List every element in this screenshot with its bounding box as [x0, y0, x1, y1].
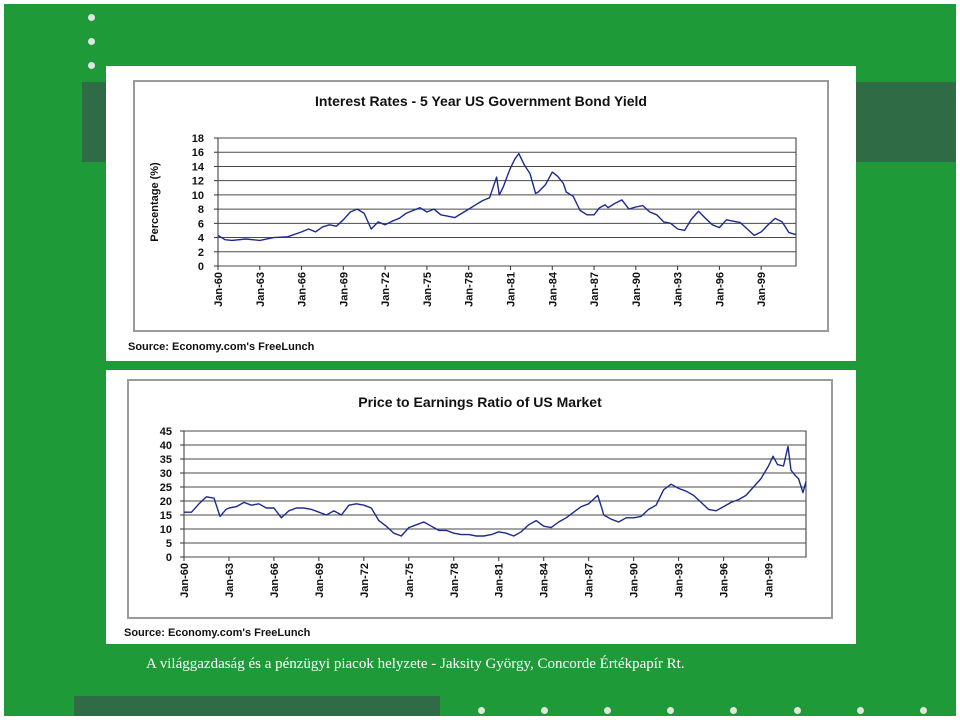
decor-dot — [541, 707, 548, 714]
chart-source-note: Source: Economy.com's FreeLunch — [128, 341, 315, 353]
interest-rate-chart: Interest Rates - 5 Year US Government Bo… — [106, 66, 856, 361]
y-tick-label: 18 — [192, 133, 204, 145]
y-tick-label: 45 — [160, 426, 172, 438]
y-tick-label: 2 — [198, 247, 204, 259]
x-tick-label: Jan-99 — [756, 272, 768, 307]
y-tick-label: 0 — [166, 552, 172, 564]
x-tick-label: Jan-75 — [404, 563, 416, 598]
footer-caption: A világgazdaság és a pénzügyi piacok hel… — [146, 656, 685, 672]
x-tick-label: Jan-87 — [584, 563, 596, 598]
x-tick-label: Jan-75 — [422, 272, 434, 307]
x-tick-label: Jan-78 — [464, 272, 476, 307]
x-tick-label: Jan-93 — [674, 563, 686, 598]
slide-background: Interest Rates - 5 Year US Government Bo… — [4, 4, 956, 716]
x-tick-label: Jan-66 — [297, 272, 309, 307]
bottom-accent-band — [74, 696, 440, 716]
y-tick-label: 10 — [160, 524, 172, 536]
decor-dot — [794, 707, 801, 714]
chart-title: Price to Earnings Ratio of US Market — [358, 394, 602, 410]
decor-dot — [730, 707, 737, 714]
plot-area — [217, 137, 797, 267]
x-tick-label: Jan-66 — [269, 563, 281, 598]
decor-dot — [857, 707, 864, 714]
decor-dot — [88, 14, 95, 21]
x-tick-label: Jan-60 — [213, 272, 225, 307]
y-tick-label: 16 — [192, 147, 204, 159]
x-tick-label: Jan-93 — [673, 272, 685, 307]
decor-dot — [478, 707, 485, 714]
x-tick-label: Jan-69 — [338, 272, 350, 307]
series-line — [184, 445, 807, 537]
chart-source-note: Source: Economy.com's FreeLunch — [124, 627, 311, 639]
y-tick-label: 0 — [198, 261, 204, 273]
y-tick-label: 8 — [198, 204, 204, 216]
x-tick-label: Jan-63 — [224, 563, 236, 598]
decor-dot — [920, 707, 927, 714]
y-tick-label: 40 — [160, 440, 172, 452]
x-tick-label: Jan-84 — [539, 562, 551, 598]
decor-dot — [667, 707, 674, 714]
x-tick-label: Jan-90 — [629, 563, 641, 598]
x-tick-label: Jan-99 — [764, 563, 776, 598]
x-tick-label: Jan-72 — [380, 272, 392, 307]
y-tick-label: 30 — [160, 468, 172, 480]
decor-dot — [88, 62, 95, 69]
x-tick-label: Jan-72 — [359, 563, 371, 598]
x-tick-label: Jan-78 — [449, 563, 461, 598]
y-tick-label: 5 — [166, 538, 172, 550]
plot-area — [183, 430, 807, 558]
x-tick-label: Jan-69 — [314, 563, 326, 598]
x-tick-label: Jan-96 — [714, 272, 726, 307]
pe-ratio-chart-svg: Price to Earnings Ratio of US Market 0 5 10… — [127, 379, 833, 619]
decor-dot — [604, 707, 611, 714]
series-line — [217, 152, 797, 242]
x-tick-label: Jan-81 — [505, 272, 517, 307]
y-tick-label: 14 — [192, 161, 205, 173]
x-tick-label: Jan-81 — [494, 563, 506, 598]
y-tick-label: 4 — [198, 233, 205, 245]
x-tick-label: Jan-87 — [589, 272, 601, 307]
y-tick-label: 20 — [160, 496, 172, 508]
y-tick-label: 15 — [160, 510, 172, 522]
y-tick-label: 12 — [192, 176, 204, 188]
y-tick-label: 10 — [192, 190, 204, 202]
decor-dot — [88, 38, 95, 45]
interest-rate-chart-svg: Interest Rates - 5 Year US Government Bo… — [133, 80, 829, 332]
chart-title: Interest Rates - 5 Year US Government Bo… — [315, 93, 647, 109]
x-tick-label: Jan-63 — [255, 272, 267, 307]
x-tick-label: Jan-90 — [631, 272, 643, 307]
y-tick-label: 6 — [198, 218, 204, 230]
x-tick-label: Jan-60 — [179, 563, 191, 598]
pe-ratio-chart: Price to Earnings Ratio of US Market 0 5 10… — [106, 370, 856, 644]
y-tick-label: 35 — [160, 454, 172, 466]
x-tick-label: Jan-84 — [547, 271, 559, 307]
x-tick-label: Jan-96 — [719, 563, 731, 598]
y-tick-label: 25 — [160, 482, 172, 494]
y-axis-label: Percentage (%) — [149, 162, 161, 242]
